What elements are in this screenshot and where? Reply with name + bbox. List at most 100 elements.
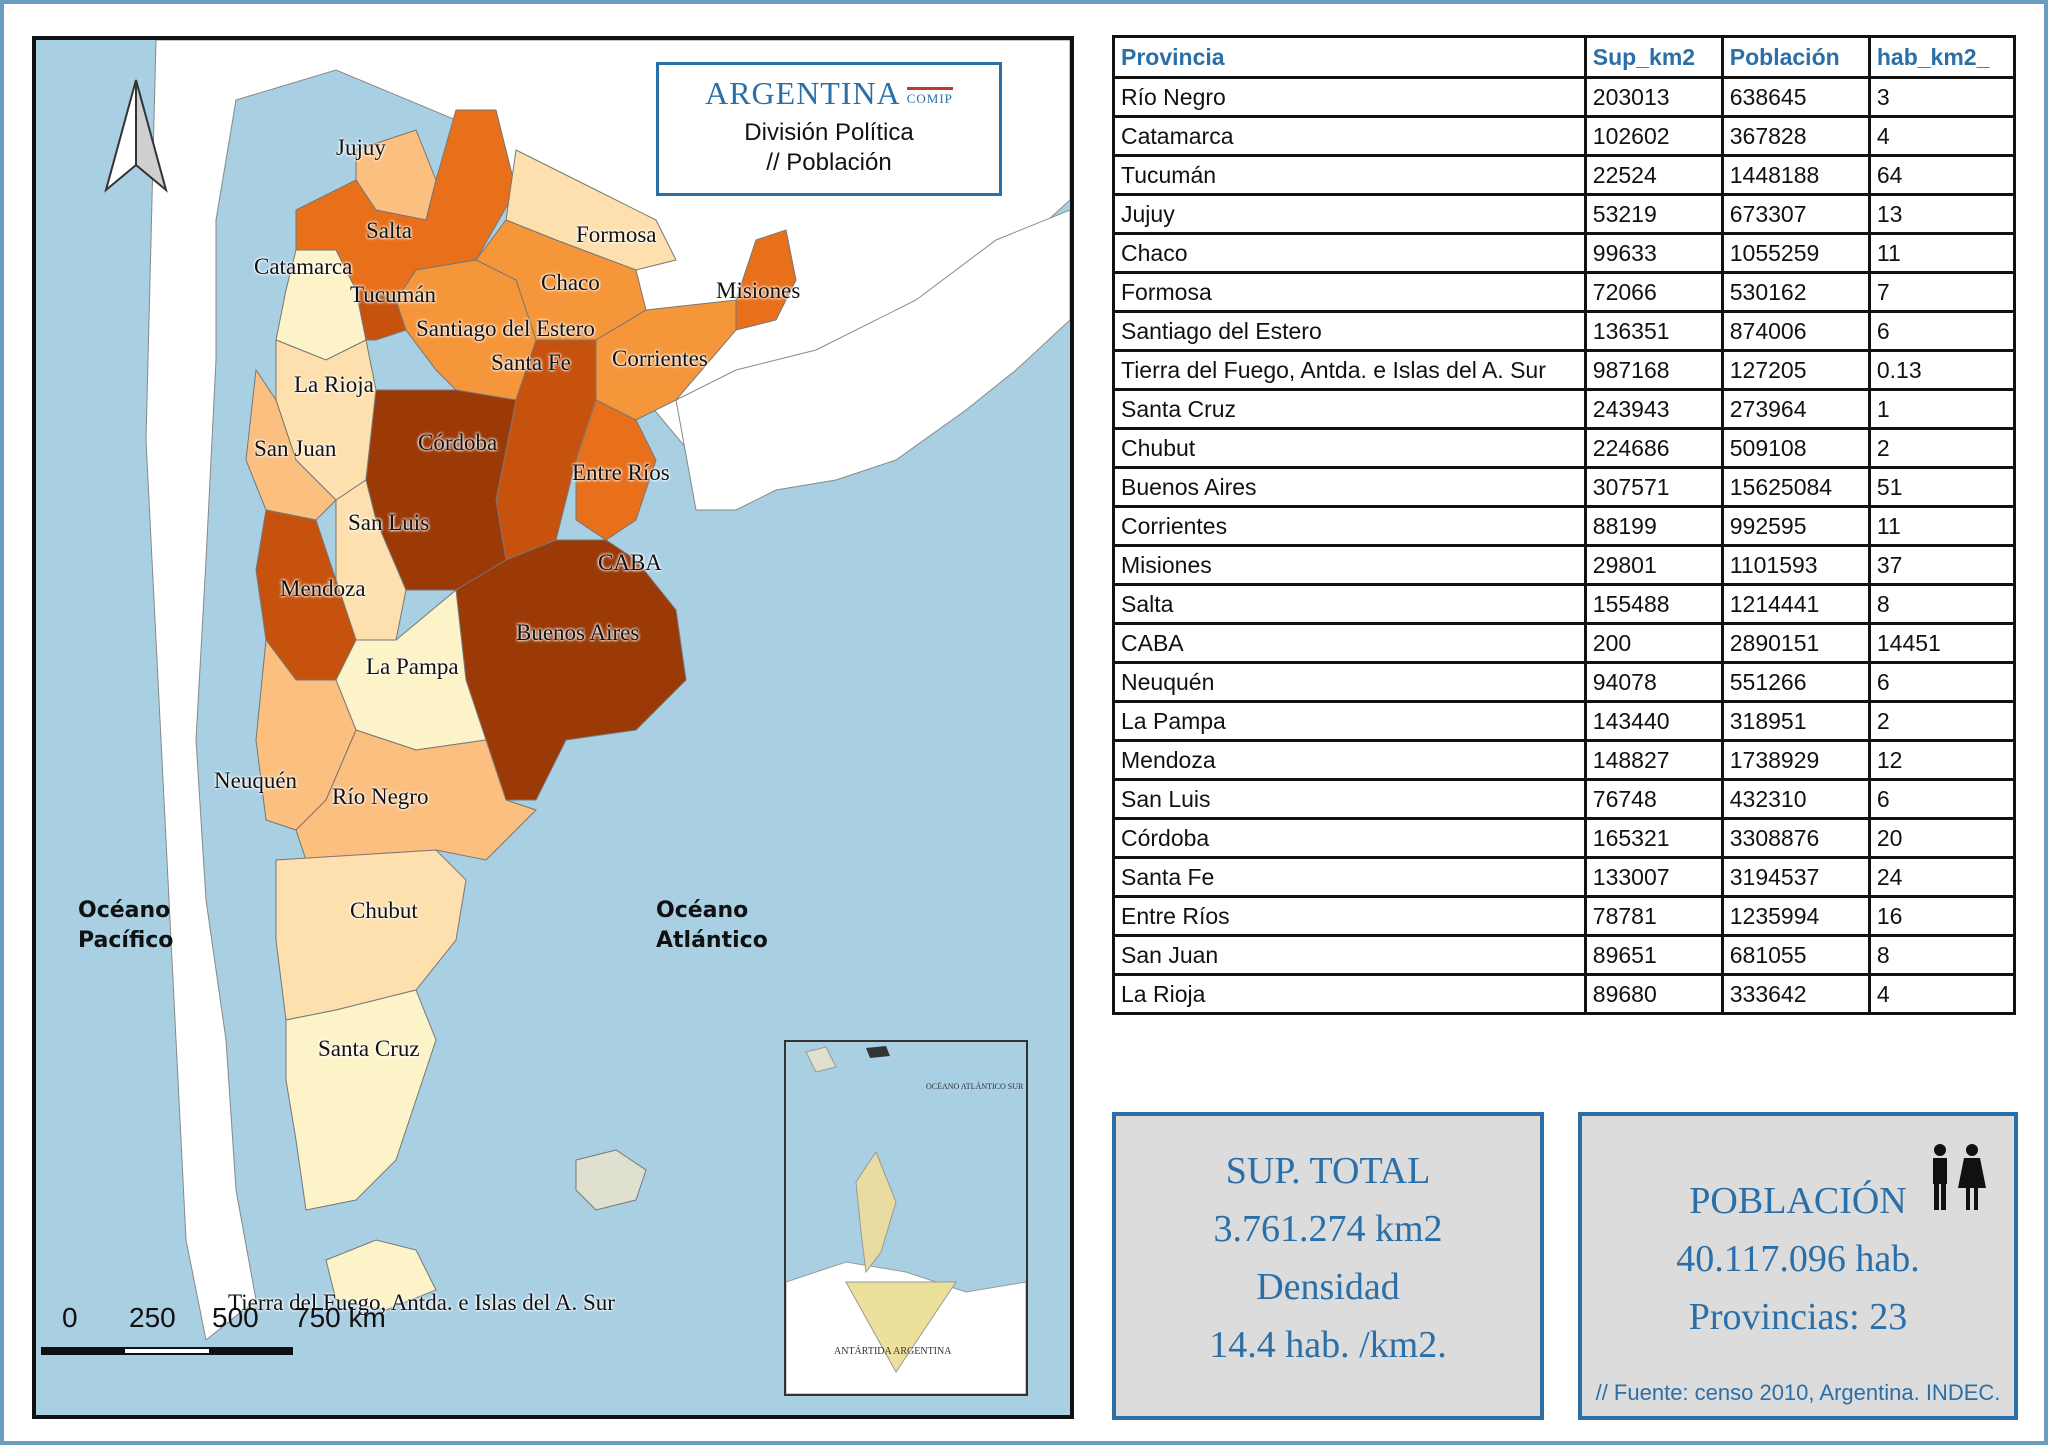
table-cell: 307571: [1583, 466, 1724, 508]
table-cell: 14451: [1867, 622, 2017, 664]
table-cell: 99633: [1583, 232, 1724, 274]
table-cell: 64: [1867, 154, 2017, 196]
province-tierra: [325, 1239, 437, 1311]
map-subtitle-1: División Política: [744, 119, 914, 146]
table-cell: 273964: [1720, 388, 1871, 430]
table-cell: Santa Fe: [1112, 856, 1587, 898]
argentina-map: [104, 40, 1070, 1341]
label-santafe: Santa Fe: [491, 350, 571, 375]
table-cell: 24: [1867, 856, 2017, 898]
inset-antarctica-label: ANTÁRTIDA ARGENTINA: [834, 1346, 952, 1357]
table-row: La Pampa 143440 318951 2: [1112, 700, 2017, 742]
table-cell: 20: [1867, 817, 2017, 859]
data-source: // Fuente: censo 2010, Argentina. INDEC.: [1595, 1380, 2001, 1405]
table-cell: 681055: [1720, 934, 1871, 976]
table-cell: Neuquén: [1112, 661, 1587, 703]
table-cell: San Juan: [1112, 934, 1587, 976]
table-row: Córdoba 165321 3308876 20: [1112, 817, 2017, 859]
table-cell: 2: [1867, 700, 2017, 742]
table-cell: La Pampa: [1112, 700, 1587, 742]
table-cell: Tierra del Fuego, Antda. e Islas del A. …: [1112, 349, 1587, 391]
label-caba: CABA: [598, 550, 662, 575]
label-mendoza: Mendoza: [280, 576, 366, 601]
table-cell: 6: [1867, 310, 2017, 352]
table-cell: 89651: [1583, 934, 1724, 976]
inset-ocean-label: OCÉANO ATLÁNTICO SUR: [926, 1082, 1024, 1091]
table-cell: 987168: [1583, 349, 1724, 391]
label-buenosaires: Buenos Aires: [516, 620, 640, 645]
table-row: Salta 155488 1214441 8: [1112, 583, 2017, 625]
table-cell: 51: [1867, 466, 2017, 508]
table-cell: 76748: [1583, 778, 1724, 820]
scale-label-500: 500: [212, 1302, 259, 1333]
north-arrow-icon: [104, 79, 168, 193]
table-cell: 89680: [1583, 973, 1724, 1015]
table-row: La Rioja 89680 333642 4: [1112, 973, 2017, 1015]
table-cell: 22524: [1583, 154, 1724, 196]
table-cell: La Rioja: [1112, 973, 1587, 1015]
label-cordoba: Córdoba: [418, 430, 498, 455]
table-cell: 102602: [1583, 115, 1724, 157]
table-cell: 1214441: [1720, 583, 1871, 625]
table-cell: 992595: [1720, 505, 1871, 547]
table-cell: Formosa: [1112, 271, 1587, 313]
table-row: Tucumán 22524 1448188 64: [1112, 154, 2017, 196]
map-subtitle-2: // Población: [766, 149, 892, 176]
label-chaco: Chaco: [541, 270, 600, 295]
summary-density-title: Densidad: [1256, 1266, 1400, 1308]
summary-density-value: 14.4 hab. /km2.: [1209, 1324, 1447, 1366]
label-catamarca: Catamarca: [254, 254, 353, 279]
table-cell: 2: [1867, 427, 2017, 469]
table-cell: 1235994: [1720, 895, 1871, 937]
header-poblacion: Población: [1720, 35, 1871, 79]
table-cell: 551266: [1720, 661, 1871, 703]
province-entrerios: [575, 399, 657, 541]
summary-provinces: Provincias: 23: [1688, 1296, 1908, 1338]
label-entrerios: Entre Ríos: [572, 460, 670, 485]
province-santacruz: [285, 989, 437, 1211]
label-tucuman: Tucumán: [350, 282, 437, 307]
table-cell: 3: [1867, 76, 2017, 118]
label-salta: Salta: [366, 218, 412, 243]
malvinas-islands: [575, 1149, 647, 1211]
table-cell: 37: [1867, 544, 2017, 586]
table-cell: 3308876: [1720, 817, 1871, 859]
table-row: Misiones 29801 1101593 37: [1112, 544, 2017, 586]
table-cell: 29801: [1583, 544, 1724, 586]
table-cell: 200: [1583, 622, 1724, 664]
table-cell: Misiones: [1112, 544, 1587, 586]
header-provincia: Provincia: [1112, 35, 1587, 79]
table-cell: 673307: [1720, 193, 1871, 235]
label-misiones: Misiones: [716, 278, 801, 303]
scale-label-250: 250: [129, 1302, 176, 1333]
table-row: Catamarca 102602 367828 4: [1112, 115, 2017, 157]
neighbor-land-east: [675, 209, 1070, 511]
summary-population-title: POBLACIÓN: [1689, 1180, 1907, 1222]
table-header-row: Provincia Sup_km2 Población hab_km2_: [1112, 35, 2017, 79]
table-row: San Luis 76748 432310 6: [1112, 778, 2017, 820]
table-row: Santiago del Estero 136351 874006 6: [1112, 310, 2017, 352]
table-cell: 155488: [1583, 583, 1724, 625]
table-row: CABA 200 2890151 14451: [1112, 622, 2017, 664]
scale-label-750: 750 km: [294, 1302, 386, 1333]
table-cell: Catamarca: [1112, 115, 1587, 157]
province-table: Provincia Sup_km2 Población hab_km2_ Río…: [1112, 35, 2017, 1015]
table-cell: 243943: [1583, 388, 1724, 430]
table-row: San Juan 89651 681055 8: [1112, 934, 2017, 976]
label-neuquen: Neuquén: [214, 768, 298, 793]
label-chubut: Chubut: [350, 898, 418, 923]
table-cell: 6: [1867, 778, 2017, 820]
table-cell: Río Negro: [1112, 76, 1587, 118]
table-cell: 432310: [1720, 778, 1871, 820]
summary-population-box: POBLACIÓN 40.117.096 hab. Provincias: 23…: [1578, 1112, 2018, 1420]
summary-population-value: 40.117.096 hab.: [1676, 1238, 1920, 1280]
table-cell: 1055259: [1720, 232, 1871, 274]
label-rionegro: Río Negro: [332, 784, 429, 809]
table-row: Entre Ríos 78781 1235994 16: [1112, 895, 2017, 937]
table-cell: 16: [1867, 895, 2017, 937]
label-tierra: Tierra del Fuego, Antda. e Islas del A. …: [228, 1290, 615, 1315]
province-tucuman: [355, 289, 407, 341]
table-cell: 11: [1867, 505, 2017, 547]
label-jujuy: Jujuy: [336, 135, 386, 160]
table-cell: Mendoza: [1112, 739, 1587, 781]
